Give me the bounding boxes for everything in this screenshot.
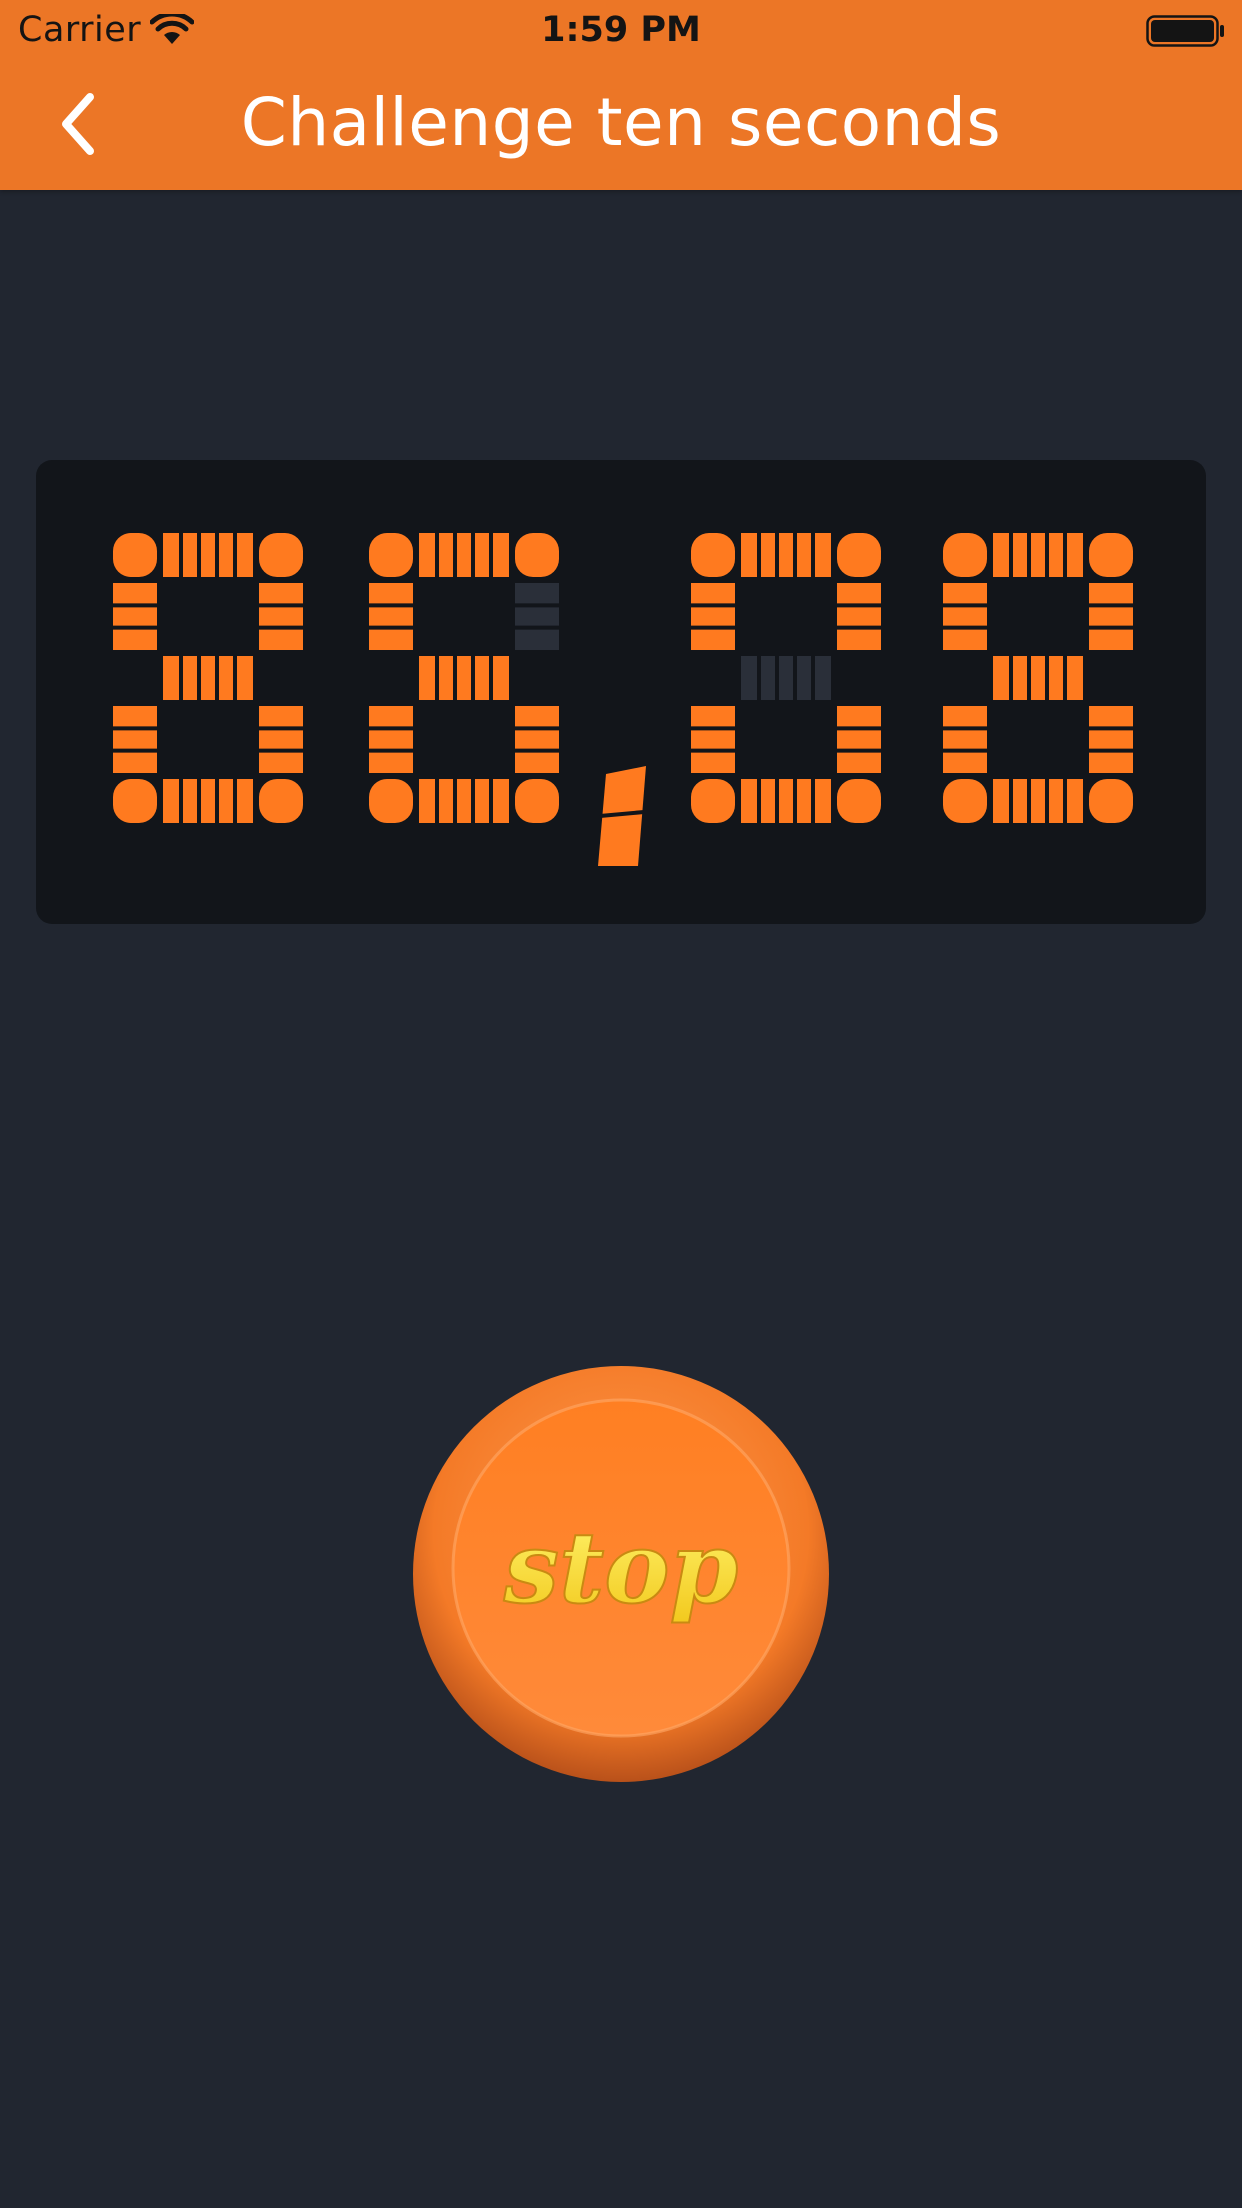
segment [837, 706, 881, 773]
segment [837, 779, 881, 823]
segment [691, 533, 735, 577]
segment [691, 706, 735, 773]
carrier-label: Carrier [18, 10, 142, 50]
segment [515, 533, 559, 577]
segment [993, 533, 1083, 577]
segment [943, 533, 987, 577]
segment [1089, 583, 1133, 650]
segment [993, 656, 1083, 700]
segment [369, 706, 413, 773]
segment [259, 533, 303, 577]
segment [837, 583, 881, 650]
segment [515, 706, 559, 773]
segment [419, 656, 509, 700]
segment [691, 779, 735, 823]
segment [741, 533, 831, 577]
segment [369, 779, 413, 823]
segment [691, 583, 735, 650]
status-bar: Carrier 1:59 PM [0, 0, 1242, 62]
segment [943, 706, 987, 773]
chevron-left-icon [62, 93, 94, 155]
header: Carrier 1:59 PM Challenge ten seconds [0, 0, 1242, 190]
segment [943, 583, 987, 650]
segment [741, 779, 831, 823]
segment [163, 779, 253, 823]
segment [1089, 706, 1133, 773]
segment [113, 779, 157, 823]
segment [113, 583, 157, 650]
segment [369, 583, 413, 650]
segment [993, 779, 1083, 823]
segment [163, 533, 253, 577]
nav-bar: Challenge ten seconds [0, 62, 1242, 190]
timer-display: 86,08 [36, 460, 1206, 924]
battery-icon [1146, 15, 1224, 47]
segment [515, 779, 559, 823]
segment [741, 656, 831, 700]
segment [943, 779, 987, 823]
back-button[interactable] [38, 84, 118, 164]
segment [837, 533, 881, 577]
stop-label: stop [503, 1511, 738, 1626]
segment [369, 533, 413, 577]
segment [259, 779, 303, 823]
stop-button-graphic: stop [413, 1366, 829, 1782]
stop-button[interactable]: stop [411, 1364, 831, 1784]
segment [515, 583, 559, 650]
segment [419, 779, 509, 823]
segment [259, 706, 303, 773]
segment [113, 706, 157, 773]
page-title: Challenge ten seconds [240, 84, 1002, 161]
segment-divider [599, 810, 645, 818]
segment [259, 583, 303, 650]
segment [419, 533, 509, 577]
segment [1089, 533, 1133, 577]
segment [1089, 779, 1133, 823]
status-time: 1:59 PM [541, 10, 701, 50]
segment-display [113, 533, 1133, 866]
segment [163, 656, 253, 700]
segment [113, 533, 157, 577]
wifi-icon [150, 14, 194, 44]
